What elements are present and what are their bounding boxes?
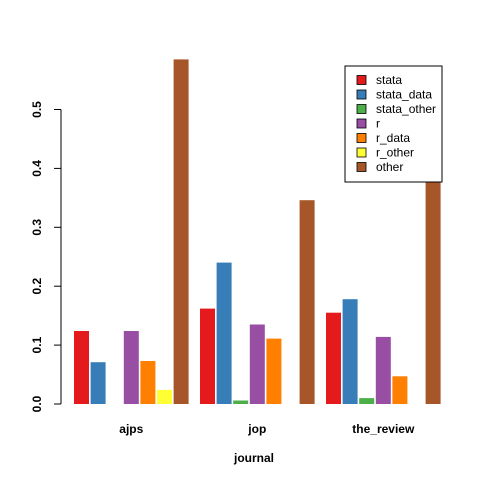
bar-the_review-stata_other [359, 398, 375, 404]
bar-jop-r [249, 324, 265, 404]
legend-label-stata_other: stata_other [376, 102, 436, 116]
x-axis-labels: ajps jop the_review [119, 422, 415, 436]
bars-group [74, 59, 441, 405]
x-tick-label-the_review: the_review [352, 422, 415, 436]
legend-label-stata_data: stata_data [376, 88, 432, 102]
legend-label-r_data: r_data [376, 131, 410, 145]
bar-the_review-r [375, 336, 391, 404]
legend-swatch-stata_data [356, 89, 367, 100]
y-tick-label: 0.0 [30, 395, 44, 412]
x-axis-title: journal [233, 451, 274, 465]
legend-label-r_other: r_other [376, 146, 414, 160]
legend-swatch-other [356, 162, 367, 172]
bar-the_review-stata_data [342, 299, 358, 404]
legend-swatch-r_data [356, 133, 367, 143]
bar-ajps-r_data [140, 361, 156, 404]
bar-the_review-other [425, 180, 441, 404]
y-axis: 0.0 0.1 0.2 0.3 0.4 0.5 [30, 101, 62, 412]
bar-jop-stata [200, 308, 215, 404]
bar-ajps-other [173, 59, 189, 405]
y-tick-label: 0.5 [30, 101, 44, 118]
x-tick-label-ajps: ajps [119, 422, 143, 436]
legend-label-other: other [376, 160, 403, 174]
legend-swatch-stata [356, 75, 367, 85]
legend-swatch-stata_other [356, 104, 367, 114]
bar-ajps-r [123, 331, 139, 404]
y-tick-label: 0.2 [30, 278, 44, 295]
y-tick-label: 0.1 [30, 336, 44, 353]
y-tick-label: 0.4 [30, 160, 44, 177]
bar-ajps-stata [74, 331, 89, 404]
legend: statastata_datastata_otherrr_datar_other… [344, 65, 443, 183]
y-tick-label: 0.3 [30, 219, 44, 236]
legend-label-r: r [376, 117, 380, 131]
bar-jop-stata_data [216, 262, 232, 404]
bar-jop-stata_other [233, 400, 249, 404]
bar-ajps-stata_data [90, 362, 106, 404]
legend-swatch-r [356, 118, 367, 129]
x-tick-label-jop: jop [247, 422, 266, 436]
bar-jop-other [299, 200, 315, 404]
legend-swatch-r_other [356, 147, 367, 158]
legend-label-stata: stata [376, 73, 402, 87]
bar-the_review-r_data [392, 376, 408, 404]
bar-jop-r_data [266, 338, 282, 404]
bar-the_review-stata [326, 312, 341, 404]
bar-ajps-r_other [157, 389, 172, 404]
